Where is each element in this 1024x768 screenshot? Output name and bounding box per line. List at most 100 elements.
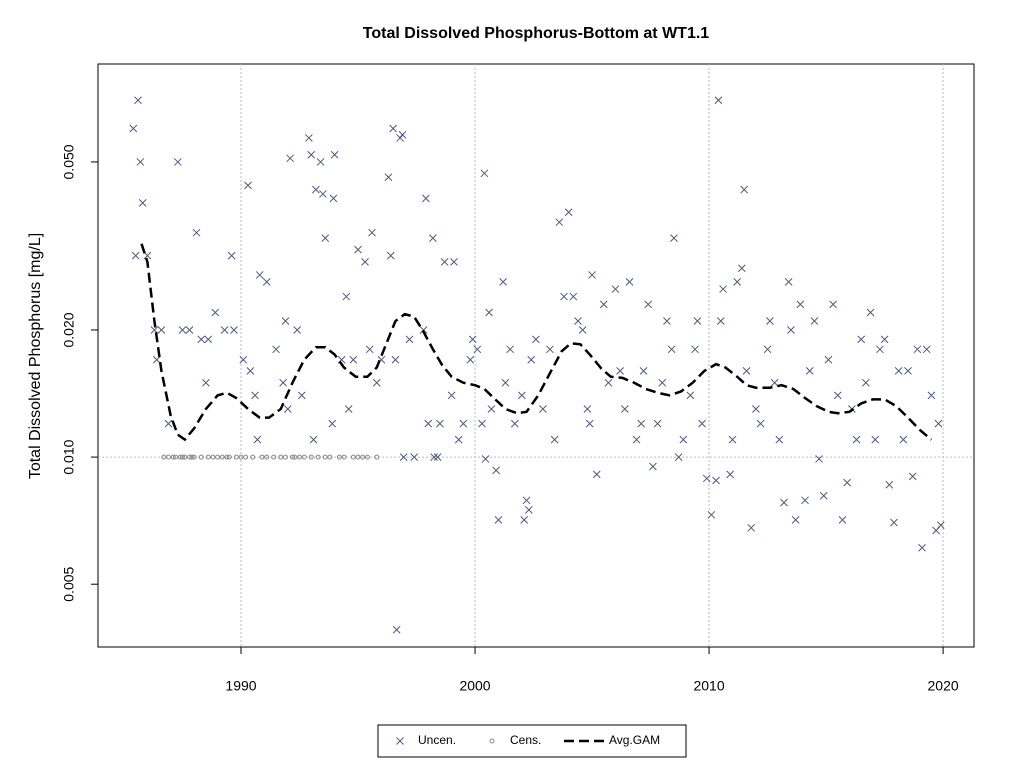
data-point: [205, 454, 211, 460]
data-point: [329, 194, 338, 203]
data-point: [578, 326, 587, 334]
legend-label: Avg.GAM: [609, 733, 660, 747]
data-point: [131, 251, 140, 260]
y-tick-label: 0.005: [61, 566, 77, 601]
data-point: [805, 367, 814, 375]
y-tick-label: 0.010: [61, 439, 77, 474]
data-point: [894, 367, 903, 375]
data-point: [466, 355, 475, 364]
data-point: [354, 245, 362, 254]
data-point: [138, 199, 147, 207]
data-point: [796, 300, 805, 309]
data-point: [361, 257, 369, 266]
data-point: [714, 96, 723, 105]
data-point: [316, 158, 325, 166]
data-point: [224, 454, 230, 460]
data-point: [227, 251, 236, 260]
data-point: [686, 391, 695, 400]
data-point: [506, 345, 514, 354]
data-point: [219, 454, 225, 460]
data-point: [833, 391, 842, 400]
data-point: [374, 454, 380, 460]
data-point: [429, 234, 437, 243]
data-point: [756, 419, 765, 428]
data-point: [253, 435, 262, 444]
data-point: [459, 419, 468, 428]
data-point: [350, 454, 356, 460]
data-point: [620, 405, 629, 413]
data-point: [564, 208, 573, 217]
data-point: [852, 435, 861, 444]
data-point: [716, 317, 725, 325]
data-point: [501, 378, 510, 387]
x-tick-label: 2020: [928, 678, 959, 694]
data-point: [372, 378, 381, 387]
data-point: [355, 454, 361, 460]
data-point: [522, 496, 531, 505]
data-point: [904, 367, 912, 375]
data-point: [410, 453, 419, 461]
data-point: [737, 264, 746, 273]
data-point: [728, 435, 737, 444]
data-point: [271, 454, 277, 460]
data-point: [599, 300, 608, 309]
data-point: [747, 523, 756, 532]
data-point: [583, 405, 592, 413]
data-point: [658, 378, 667, 387]
data-point: [185, 326, 194, 334]
data-point: [932, 526, 940, 535]
data-point: [211, 308, 220, 317]
data-point: [319, 190, 327, 198]
data-point: [289, 454, 295, 460]
data-point: [494, 516, 503, 524]
legend-label: Uncen.: [418, 733, 456, 747]
y-tick-label: 0.020: [61, 312, 77, 347]
data-point: [693, 317, 702, 325]
data-point: [585, 419, 594, 428]
data-point: [450, 257, 458, 266]
legend-box: [377, 724, 687, 758]
chart-title: Total Dissolved Phosphorus-Bottom at WT1…: [363, 25, 709, 42]
data-point: [297, 391, 306, 400]
data-point: [327, 454, 333, 460]
data-point: [569, 292, 578, 301]
data-point: [308, 454, 314, 460]
data-point: [177, 454, 183, 460]
data-point: [670, 234, 678, 243]
data-point: [550, 435, 559, 444]
data-point: [244, 181, 252, 190]
data-point: [674, 453, 683, 461]
data-point: [282, 454, 288, 460]
data-point: [625, 278, 634, 286]
data-point: [392, 625, 401, 634]
data-point: [424, 419, 433, 428]
data-point: [293, 326, 302, 334]
data-point: [775, 435, 784, 444]
gam-line: [140, 243, 933, 442]
data-point: [679, 435, 688, 444]
x-tick-label: 1990: [225, 678, 256, 694]
data-point: [297, 454, 303, 460]
data-point: [305, 134, 313, 142]
data-point: [899, 435, 908, 444]
data-point: [396, 134, 404, 142]
y-tick-label: 0.050: [61, 144, 77, 179]
data-point: [165, 454, 171, 460]
data-point: [857, 335, 866, 344]
data-point: [616, 367, 624, 375]
data-point: [560, 292, 568, 301]
data-point: [436, 419, 444, 428]
data-point: [819, 491, 828, 500]
data-point: [454, 435, 463, 444]
data-point: [468, 335, 477, 344]
data-point: [178, 326, 187, 334]
data-point: [780, 498, 788, 507]
data-point: [386, 251, 395, 260]
data-point: [336, 454, 342, 460]
data-point: [574, 317, 582, 325]
data-point: [885, 480, 894, 489]
data-point: [801, 496, 809, 505]
data-point: [726, 470, 734, 479]
data-point: [251, 391, 259, 400]
